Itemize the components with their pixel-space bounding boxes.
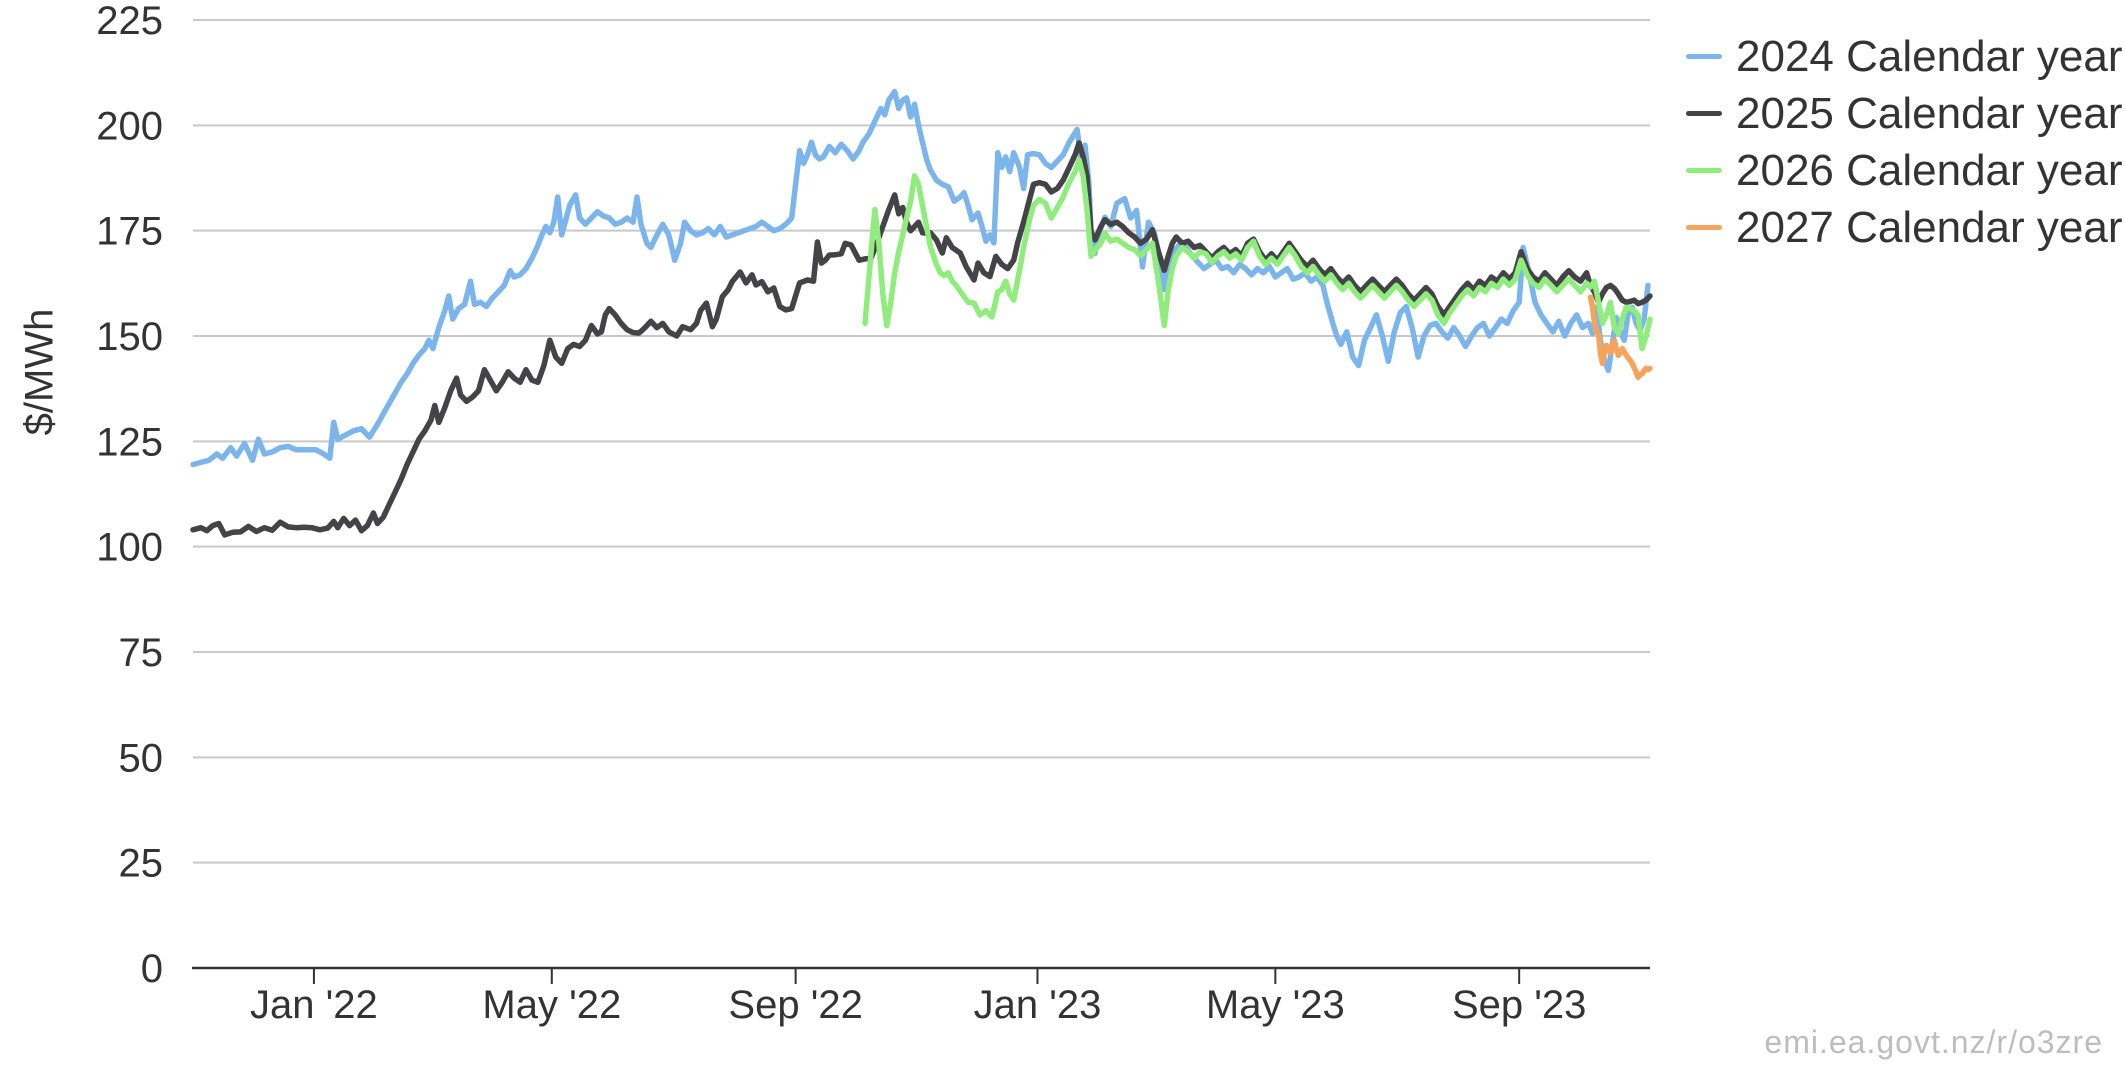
y-axis-title: $/MWh bbox=[17, 308, 62, 436]
legend-item-2024-calendar-year[interactable]: 2024 Calendar year bbox=[1686, 28, 2122, 85]
watermark-link[interactable]: emi.ea.govt.nz/r/o3zre bbox=[1764, 1024, 2103, 1060]
legend-label: 2024 Calendar year bbox=[1736, 31, 2123, 81]
y-tick-label-175: 175 bbox=[96, 210, 163, 254]
x-tick-label: Jan '22 bbox=[250, 983, 378, 1027]
y-tick-label-25: 25 bbox=[119, 842, 164, 886]
legend-swatch-2027-icon bbox=[1686, 225, 1722, 230]
legend-item-2026-calendar-year[interactable]: 2026 Calendar year bbox=[1686, 142, 2122, 199]
x-tick-label: Sep '23 bbox=[1452, 983, 1586, 1027]
y-tick-label-125: 125 bbox=[96, 420, 163, 464]
y-tick-label-0: 0 bbox=[141, 947, 163, 991]
x-tick-label: May '22 bbox=[482, 983, 621, 1027]
y-tick-label-150: 150 bbox=[96, 315, 163, 359]
x-tick-label: Jan '23 bbox=[974, 983, 1102, 1027]
y-axis-tick-labels: 0 25 50 75 100 125 150 175 200 225 bbox=[96, 0, 163, 991]
y-tick-label-100: 100 bbox=[96, 526, 163, 570]
y-tick-label-225: 225 bbox=[96, 0, 163, 43]
legend-item-2025-calendar-year[interactable]: 2025 Calendar year bbox=[1686, 85, 2122, 142]
series-line-2027-calendar-year bbox=[1587, 294, 1653, 381]
y-tick-label-200: 200 bbox=[96, 104, 163, 148]
series-line-2024-calendar-year bbox=[190, 88, 1651, 468]
legend-label: 2026 Calendar year bbox=[1736, 145, 2123, 195]
series-line-2026-calendar-year bbox=[862, 157, 1653, 352]
legend-label: 2025 Calendar year bbox=[1736, 88, 2123, 138]
y-tick-label-75: 75 bbox=[119, 631, 164, 675]
y-tick-label-50: 50 bbox=[119, 736, 164, 780]
x-tick-label: May '23 bbox=[1206, 983, 1345, 1027]
legend-label: 2027 Calendar year bbox=[1736, 202, 2123, 252]
legend-item-2027-calendar-year[interactable]: 2027 Calendar year bbox=[1686, 199, 2122, 256]
x-tick-label: Sep '22 bbox=[728, 983, 862, 1027]
legend-swatch-2025-icon bbox=[1686, 111, 1722, 116]
legend-swatch-2026-icon bbox=[1686, 168, 1722, 173]
series-line-2025-calendar-year bbox=[190, 140, 1653, 538]
legend-swatch-2024-icon bbox=[1686, 54, 1722, 59]
legend: 2024 Calendar year 2025 Calendar year 20… bbox=[1686, 28, 2122, 256]
x-axis-ticks-and-labels: Jan '22 May '22 Sep '22 Jan '23 May '23 Sep '… bbox=[250, 968, 1586, 1027]
